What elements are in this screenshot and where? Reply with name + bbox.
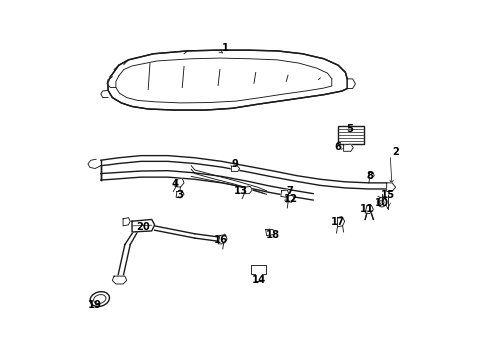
Text: 19: 19 <box>88 300 102 310</box>
Text: 17: 17 <box>331 217 345 227</box>
Text: 8: 8 <box>367 171 373 181</box>
Polygon shape <box>218 234 227 244</box>
Polygon shape <box>266 229 274 235</box>
Polygon shape <box>368 172 374 178</box>
Text: 6: 6 <box>334 142 341 152</box>
Polygon shape <box>101 90 108 98</box>
Text: 18: 18 <box>266 230 280 239</box>
Polygon shape <box>365 205 373 214</box>
Text: 7: 7 <box>286 186 293 196</box>
Polygon shape <box>107 77 116 87</box>
Polygon shape <box>88 159 101 168</box>
Polygon shape <box>175 178 184 187</box>
Text: 15: 15 <box>381 190 395 200</box>
Polygon shape <box>338 217 344 226</box>
Polygon shape <box>231 166 240 171</box>
Polygon shape <box>347 79 355 89</box>
Text: 5: 5 <box>346 124 354 134</box>
Text: 1: 1 <box>221 43 229 53</box>
Polygon shape <box>281 190 289 197</box>
Polygon shape <box>255 274 262 281</box>
Polygon shape <box>286 195 294 202</box>
Bar <box>251 265 266 274</box>
Text: 2: 2 <box>392 147 399 157</box>
Circle shape <box>377 198 387 207</box>
Text: 20: 20 <box>136 222 149 232</box>
Text: 4: 4 <box>172 179 179 189</box>
Text: 9: 9 <box>231 159 239 169</box>
Polygon shape <box>108 50 347 110</box>
Polygon shape <box>343 144 353 151</box>
Text: 11: 11 <box>360 204 374 214</box>
Polygon shape <box>123 218 130 226</box>
Text: 16: 16 <box>214 235 228 245</box>
Polygon shape <box>112 276 126 284</box>
Text: 10: 10 <box>375 198 389 208</box>
Ellipse shape <box>90 292 109 306</box>
Circle shape <box>380 200 384 204</box>
Ellipse shape <box>94 294 106 303</box>
Polygon shape <box>245 186 252 194</box>
Text: 14: 14 <box>251 275 266 285</box>
Bar <box>338 126 364 144</box>
Text: 13: 13 <box>234 186 248 196</box>
Polygon shape <box>387 183 395 192</box>
Text: 12: 12 <box>284 194 298 204</box>
Polygon shape <box>132 220 155 232</box>
Polygon shape <box>176 191 184 198</box>
Text: 3: 3 <box>176 190 183 200</box>
